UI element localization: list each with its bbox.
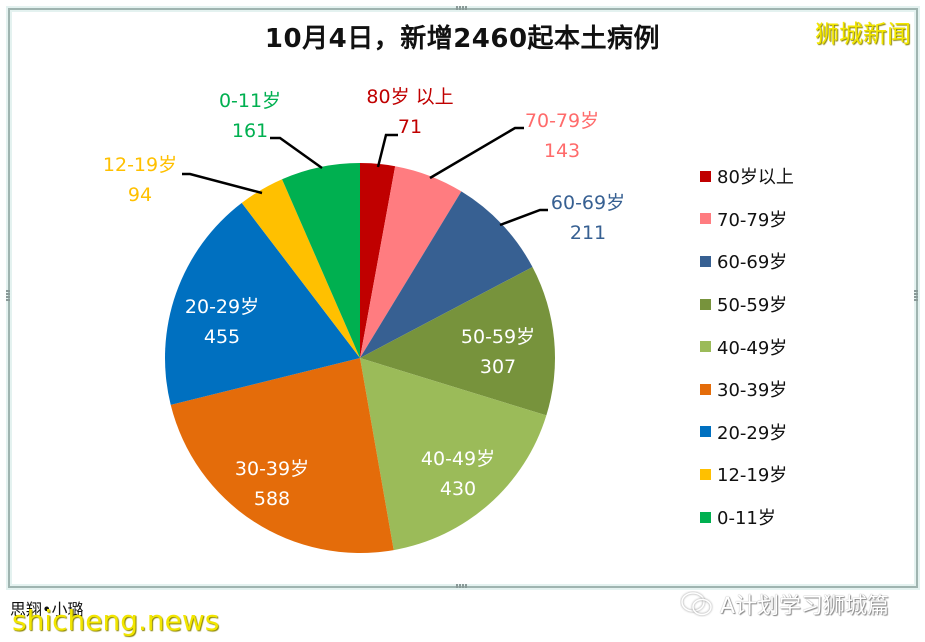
data-label-value: 71 — [397, 116, 423, 138]
legend-swatch — [700, 255, 711, 267]
data-label-8: 0-11岁 161 — [190, 86, 310, 146]
legend-label: 80岁以上 — [717, 167, 794, 189]
legend-label: 50-59岁 — [717, 295, 788, 317]
data-label-value: 94 — [127, 184, 153, 206]
legend-swatch — [700, 341, 711, 353]
pie-slice-1 — [360, 166, 462, 358]
legend-label: 70-79岁 — [717, 209, 788, 231]
data-label-3: 50-59岁 307 — [438, 322, 558, 382]
legend-item-3: 50-59岁 — [700, 283, 794, 326]
pie-slice-6 — [164, 202, 360, 405]
pie-slice-5 — [170, 358, 394, 553]
legend-swatch — [700, 298, 711, 310]
data-label-name: 50-59岁 — [460, 326, 536, 348]
data-label-value: 161 — [231, 120, 269, 142]
legend-item-5: 30-39岁 — [700, 368, 794, 411]
leader-line-70-79 — [429, 126, 524, 180]
legend-label: 12-19岁 — [717, 465, 788, 487]
legend-swatch — [700, 426, 711, 438]
pie-slice-3 — [360, 267, 555, 416]
legend-item-4: 40-49岁 — [700, 325, 794, 368]
legend-swatch — [700, 213, 711, 225]
legend-item-7: 12-19岁 — [700, 453, 794, 496]
brand-watermark: 狮城新闻 — [815, 20, 911, 48]
data-label-name: 40-49岁 — [420, 448, 496, 470]
data-label-5: 30-39岁 588 — [212, 454, 332, 514]
pie-slice-8 — [282, 163, 360, 358]
legend-item-0: 80岁以上 — [700, 155, 794, 198]
resize-handle-left[interactable] — [6, 290, 10, 302]
data-label-2: 60-69岁 211 — [528, 188, 648, 248]
data-label-value: 588 — [253, 488, 291, 510]
data-label-1: 70-79岁 143 — [502, 106, 622, 166]
pie-slice-4 — [360, 358, 547, 551]
legend-label: 30-39岁 — [717, 380, 788, 402]
data-label-value: 143 — [543, 140, 581, 162]
pie-slice-2 — [360, 191, 533, 358]
data-label-name: 30-39岁 — [234, 458, 310, 480]
resize-handle-bottom[interactable] — [456, 584, 468, 588]
data-label-value: 211 — [569, 222, 607, 244]
legend-swatch — [700, 170, 711, 182]
data-label-name: 20-29岁 — [184, 296, 260, 318]
legend-label: 60-69岁 — [717, 252, 788, 274]
data-label-6: 20-29岁 455 — [162, 292, 282, 352]
wechat-account-name: A计划学习狮城篇 — [720, 594, 890, 619]
chart-legend: 80岁以上 70-79岁 60-69岁 50-59岁 40-49岁 30-39岁 20-29… — [700, 155, 794, 538]
author-credit: 思翔•小璐 — [10, 600, 84, 619]
legend-swatch — [700, 468, 711, 480]
data-label-name: 0-11岁 — [218, 90, 282, 112]
data-label-0: 80岁 以上 71 — [350, 82, 470, 142]
wechat-icon — [681, 592, 712, 616]
legend-item-1: 70-79岁 — [700, 198, 794, 241]
data-label-name: 12-19岁 — [102, 154, 178, 176]
leader-line-80plus — [376, 133, 398, 168]
legend-swatch — [700, 383, 711, 395]
data-label-4: 40-49岁 430 — [398, 444, 518, 504]
wechat-watermark: A计划学习狮城篇 — [680, 588, 889, 620]
site-watermark: shicheng.news — [12, 604, 220, 637]
data-label-value: 307 — [479, 356, 517, 378]
legend-label: 20-29岁 — [717, 422, 788, 444]
leader-line-12-19 — [182, 172, 263, 195]
pie-slice-0 — [360, 163, 396, 358]
legend-label: 40-49岁 — [717, 337, 788, 359]
data-label-name: 70-79岁 — [524, 110, 600, 132]
data-label-value: 455 — [203, 326, 241, 348]
resize-handle-top[interactable] — [456, 6, 468, 10]
chart-title: 10月4日，新增2460起本土病例 — [264, 24, 661, 54]
leader-line-0-11 — [270, 136, 323, 170]
data-label-7: 12-19岁 94 — [80, 150, 200, 210]
pie-slice-7 — [241, 179, 360, 358]
legend-label: 0-11岁 — [717, 508, 776, 530]
resize-handle-right[interactable] — [914, 290, 918, 302]
legend-item-6: 20-29岁 — [700, 411, 794, 454]
legend-item-8: 0-11岁 — [700, 496, 794, 539]
legend-swatch — [700, 511, 711, 523]
legend-item-2: 60-69岁 — [700, 240, 794, 283]
data-label-value: 430 — [439, 478, 477, 500]
data-label-name: 80岁 以上 — [366, 86, 454, 108]
data-label-name: 60-69岁 — [550, 192, 626, 214]
leader-line-60-69 — [499, 208, 548, 227]
